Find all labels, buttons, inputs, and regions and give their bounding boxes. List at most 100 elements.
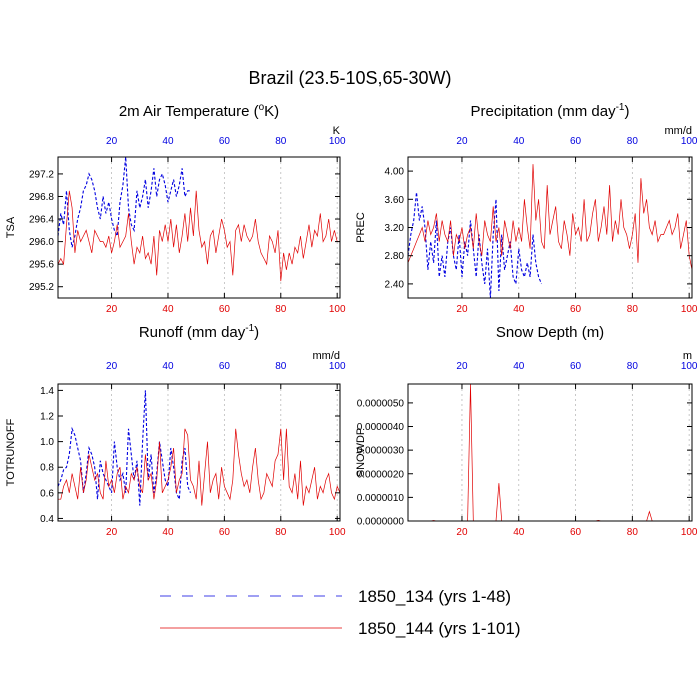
panel-title-main: 2m Air Temperature (	[119, 103, 259, 120]
y-tick-label: 0.0000050	[357, 398, 405, 409]
units-label: mm/d	[313, 350, 341, 362]
x-tick-label-bottom: 100	[329, 304, 346, 315]
panel-title-main: Snow Depth (m)	[496, 324, 604, 341]
x-tick-label-bottom: 40	[162, 304, 174, 315]
plot-frame	[57, 383, 341, 522]
y-tick-label: 1.0	[40, 437, 54, 448]
panel-tsa: 2m Air Temperature (oK) K 295.2 295.6 296.0 2…	[5, 102, 346, 315]
series-line-1850-134	[57, 390, 192, 506]
x-tick-label-top: 20	[456, 361, 468, 372]
y-tick-label: 3.60	[385, 195, 405, 206]
x-tick-label-bottom: 40	[513, 527, 525, 538]
y-tick-label: 0.0000000	[357, 517, 405, 528]
x-tick-label-top: 60	[570, 136, 582, 147]
x-tick-label-bottom: 20	[456, 304, 468, 315]
x-tick-label-bottom: 60	[570, 304, 582, 315]
x-tick-label-top: 20	[106, 136, 118, 147]
x-tick-label-top: 40	[162, 361, 174, 372]
panel-title: Runoff (mm day-1)	[139, 323, 259, 341]
series-line-1850-134	[407, 192, 543, 299]
x-tick-label-top: 40	[162, 136, 174, 147]
panel-title: Snow Depth (m)	[496, 324, 604, 341]
panel-title-superscript: o	[259, 102, 265, 113]
panel-title-superscript: -1	[616, 102, 625, 113]
plot-frame	[407, 383, 693, 522]
y-axis-label: SNOWDP	[355, 428, 367, 478]
series-line-1850-144	[58, 428, 341, 506]
legend-label: 1850_134 (yrs 1-48)	[358, 587, 511, 606]
x-tick-label-bottom: 40	[162, 527, 174, 538]
y-tick-label: 295.2	[29, 282, 54, 293]
panel-title-tail: )	[624, 103, 629, 120]
units-label: m	[683, 350, 692, 362]
x-tick-label-bottom: 100	[681, 304, 698, 315]
x-tick-label-bottom: 40	[513, 304, 525, 315]
y-tick-label: 2.80	[385, 251, 405, 262]
panel-title-superscript: -1	[245, 323, 254, 334]
legend: 1850_134 (yrs 1-48) 1850_144 (yrs 1-101)	[160, 587, 521, 638]
x-tick-label-bottom: 80	[627, 527, 639, 538]
x-tick-label-bottom: 80	[275, 304, 287, 315]
x-tick-label-top: 80	[275, 136, 287, 147]
x-tick-label-top: 40	[513, 136, 525, 147]
x-tick-label-top: 80	[627, 136, 639, 147]
panel-title-main: Precipitation (mm day	[471, 103, 617, 120]
y-tick-label: 296.0	[29, 237, 54, 248]
panel-title-main: Runoff (mm day	[139, 324, 246, 341]
legend-label: 1850_144 (yrs 1-101)	[358, 619, 521, 638]
y-tick-label: 4.00	[385, 167, 405, 178]
y-tick-label: 2.40	[385, 279, 405, 290]
figure-title: Brazil (23.5-10S,65-30W)	[248, 68, 451, 88]
panel-totrunoff: Runoff (mm day-1) mm/d 0.4 0.6 0.8 1.0 1.2 1.4 2…	[5, 323, 346, 538]
x-tick-label-top: 80	[627, 361, 639, 372]
y-tick-label: 0.0000040	[357, 422, 405, 433]
y-tick-label: 295.6	[29, 260, 54, 271]
panel-snowdp: Snow Depth (m) m 0.0000000 0.0000010 0.00000…	[355, 324, 698, 538]
x-tick-label-top: 20	[456, 136, 468, 147]
y-tick-label: 0.8	[40, 463, 54, 474]
y-axis-label: TOTRUNOFF	[5, 418, 17, 486]
x-tick-label-bottom: 20	[106, 304, 118, 315]
x-tick-label-bottom: 60	[570, 527, 582, 538]
y-axis-label: TSA	[5, 216, 17, 238]
panel-title: Precipitation (mm day-1)	[471, 102, 630, 120]
y-tick-label: 296.4	[29, 215, 54, 226]
x-tick-label-top: 100	[329, 361, 346, 372]
x-tick-label-bottom: 60	[219, 304, 231, 315]
panel-title-tail: K)	[264, 103, 279, 120]
x-tick-label-bottom: 80	[627, 304, 639, 315]
y-tick-label: 3.20	[385, 223, 405, 234]
y-tick-label: 0.0000020	[357, 469, 405, 480]
x-tick-label-bottom: 60	[219, 527, 231, 538]
y-tick-label: 1.2	[40, 412, 54, 423]
x-tick-label-top: 60	[570, 361, 582, 372]
y-tick-label: 0.4	[40, 514, 54, 525]
units-label: mm/d	[665, 125, 693, 137]
panel-title: 2m Air Temperature (oK)	[119, 102, 279, 120]
x-tick-label-top: 40	[513, 361, 525, 372]
x-tick-label-bottom: 20	[456, 527, 468, 538]
series-line-1850-144	[408, 383, 692, 522]
x-tick-label-top: 60	[219, 361, 231, 372]
panel-title-tail: )	[254, 324, 259, 341]
units-label: K	[333, 125, 341, 137]
y-axis-label: PREC	[355, 212, 367, 243]
x-tick-label-top: 100	[681, 361, 698, 372]
plot-frame	[57, 156, 341, 299]
y-tick-label: 0.0000030	[357, 446, 405, 457]
series-line-1850-134	[57, 156, 191, 248]
x-tick-label-bottom: 20	[106, 527, 118, 538]
y-tick-label: 297.2	[29, 169, 54, 180]
series-line-1850-144	[407, 164, 693, 270]
x-tick-label-top: 80	[275, 361, 287, 372]
x-tick-label-bottom: 80	[275, 527, 287, 538]
x-tick-label-bottom: 100	[681, 527, 698, 538]
y-tick-label: 0.6	[40, 488, 54, 499]
series-line-1850-144	[57, 190, 340, 282]
y-tick-label: 0.0000010	[357, 493, 405, 504]
x-tick-label-bottom: 100	[329, 527, 346, 538]
x-tick-label-top: 100	[681, 136, 698, 147]
y-tick-label: 296.8	[29, 192, 54, 203]
x-tick-label-top: 20	[106, 361, 118, 372]
